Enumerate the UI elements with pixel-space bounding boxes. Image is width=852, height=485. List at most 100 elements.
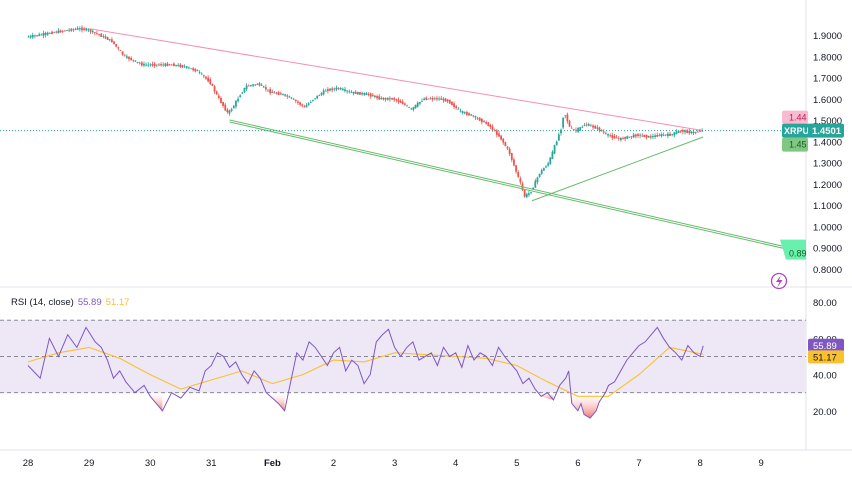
- candle-body: [433, 98, 436, 100]
- candle-body: [525, 193, 528, 198]
- candle-body: [290, 97, 293, 99]
- candle-body: [303, 106, 306, 108]
- candle-body: [667, 133, 669, 137]
- candle-body: [369, 93, 372, 97]
- candle-body: [277, 92, 280, 95]
- support-trendline-double: [229, 121, 798, 253]
- rsi-legend-ma: 51.17: [106, 297, 130, 308]
- candle-body: [83, 28, 86, 30]
- candle-body: [457, 108, 460, 110]
- candle-body: [170, 64, 173, 66]
- candle-body: [252, 84, 254, 86]
- candle-body: [600, 129, 603, 132]
- candle-body: [271, 91, 274, 93]
- candle-body: [604, 133, 607, 135]
- candle-body: [286, 95, 289, 97]
- candle-body: [239, 95, 242, 98]
- candle-body: [502, 138, 505, 143]
- candle-body: [38, 34, 41, 36]
- candle-body: [211, 83, 214, 86]
- candle-body: [654, 135, 656, 138]
- price-y-tick-label: 1.7000: [813, 74, 842, 85]
- candle-body: [374, 95, 376, 97]
- candle-body: [68, 29, 71, 31]
- candle-body: [647, 135, 650, 138]
- candle-body: [643, 134, 646, 137]
- candle-body: [641, 135, 644, 137]
- candle-body: [264, 87, 267, 90]
- candle-body: [53, 32, 56, 34]
- candle-body: [164, 63, 167, 66]
- candle-body: [123, 55, 126, 57]
- candle-body: [61, 31, 64, 32]
- candle-body: [312, 99, 314, 101]
- rsi-y-tick-label: 80.00: [813, 298, 837, 309]
- candle-body: [570, 127, 573, 129]
- candle-body: [346, 90, 349, 92]
- candle-body: [406, 105, 408, 107]
- candle-body: [98, 33, 100, 35]
- candle-body: [397, 99, 400, 102]
- candle-body: [504, 142, 507, 147]
- rsi-y-tick-label: 20.00: [813, 407, 837, 418]
- candle-body: [380, 97, 383, 100]
- candle-body: [111, 39, 113, 43]
- candle-body: [307, 103, 310, 106]
- candle-body: [399, 100, 402, 103]
- candle-body: [545, 166, 547, 168]
- candle-body: [215, 91, 218, 95]
- candle-body: [232, 105, 235, 109]
- candle-body: [100, 33, 103, 37]
- candle-body: [299, 102, 301, 105]
- candle-body: [226, 109, 229, 113]
- candle-body: [104, 36, 107, 39]
- candle-body: [555, 141, 558, 146]
- candle-body: [418, 101, 421, 104]
- candle-body: [598, 127, 601, 131]
- x-tick-label: 5: [514, 458, 519, 469]
- candle-body: [408, 107, 411, 108]
- candle-body: [626, 136, 629, 139]
- candle-body: [699, 130, 701, 132]
- candles: [27, 25, 704, 199]
- price-y-tick-label: 0.9000: [813, 244, 842, 255]
- candle-body: [540, 170, 543, 174]
- candle-body: [442, 98, 445, 101]
- candle-body: [130, 57, 133, 61]
- candle-body: [564, 115, 567, 117]
- ask-label: 1.45: [789, 140, 807, 150]
- candle-body: [436, 98, 438, 100]
- candle-body: [125, 56, 128, 58]
- candle-body: [393, 98, 396, 100]
- candle-body: [267, 89, 269, 91]
- candle-body: [301, 104, 304, 106]
- candle-body: [517, 171, 520, 177]
- candle-body: [66, 30, 68, 31]
- candle-body: [423, 98, 426, 101]
- candle-body: [158, 64, 160, 66]
- candle-body: [136, 61, 139, 63]
- candle-body: [354, 91, 357, 94]
- candle-body: [173, 63, 175, 67]
- candle-body: [594, 125, 597, 129]
- candle-body: [613, 136, 616, 139]
- candle-body: [194, 68, 197, 72]
- candle-body: [472, 115, 475, 117]
- candle-body: [350, 92, 353, 94]
- candle-body: [498, 133, 500, 137]
- candle-body: [147, 64, 150, 66]
- candle-body: [549, 157, 552, 164]
- rsi-line: [27, 326, 704, 419]
- candle-body: [356, 92, 359, 95]
- candle-body: [44, 32, 47, 36]
- candle-body: [288, 96, 291, 98]
- candle-body: [352, 91, 355, 94]
- candle-body: [391, 98, 393, 100]
- price-y-tick-label: 1.6000: [813, 95, 842, 106]
- candle-body: [228, 110, 231, 114]
- candle-body: [243, 87, 246, 93]
- price-y-tick-label: 1.4000: [813, 137, 842, 148]
- candle-body: [168, 64, 171, 66]
- candle-body: [162, 64, 165, 66]
